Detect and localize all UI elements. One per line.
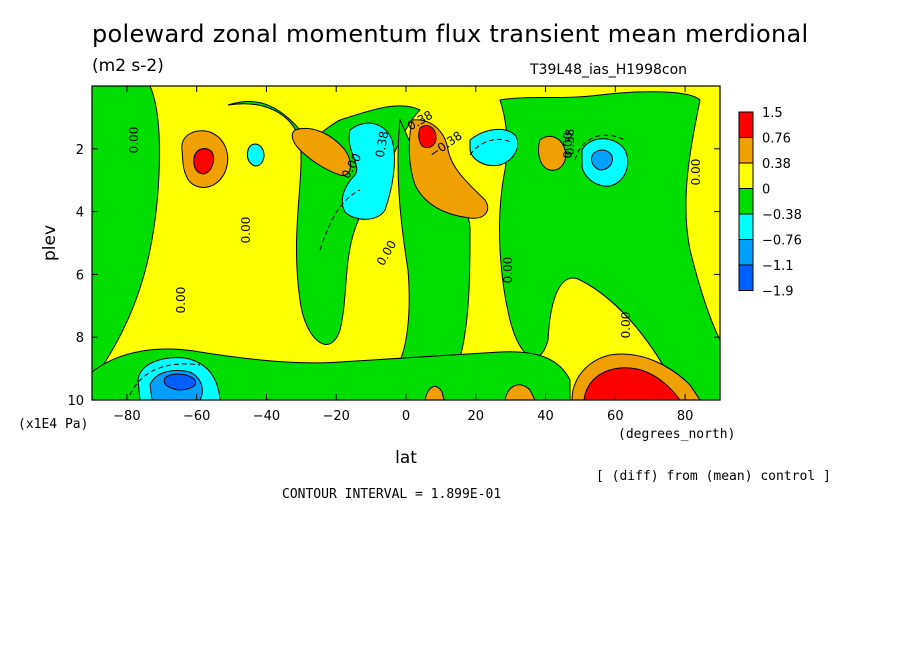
contour-label: 0.00 [561, 132, 575, 159]
colorbar-label: 0.76 [762, 132, 791, 147]
colorbar-swatch [738, 188, 754, 215]
colorbar-swatch [738, 213, 754, 240]
strong-positive-surface-north [583, 367, 681, 400]
y-tick-label: 6 [76, 268, 84, 283]
x-tick-label: 60 [607, 409, 624, 424]
y-axis: 2 4 6 8 10 plev (x1E4 Pa) [18, 143, 720, 432]
y-tick-label: 8 [76, 331, 84, 346]
positive-cell-40N [537, 135, 567, 171]
contour-label: 0.00 [127, 127, 141, 154]
strong-negative-55N [591, 149, 613, 171]
x-tick-label: −40 [253, 409, 280, 424]
negative-contour-lines [129, 134, 626, 396]
x-tick-label: 80 [677, 409, 694, 424]
negative-cell-10S [341, 122, 395, 220]
negative-cell-25N [469, 128, 519, 167]
colorbar-swatch [738, 111, 754, 138]
chart-units: (m2 s-2) [92, 56, 164, 76]
y-axis-label: plev [40, 225, 60, 261]
contour-label: 0.00 [689, 159, 703, 186]
colorbar-label: 0 [762, 183, 770, 198]
y-tick-label: 4 [76, 206, 84, 221]
positive-blob-surface-30N [504, 384, 536, 400]
strong-positive-5N [418, 125, 437, 149]
y-tick-label: 10 [67, 394, 84, 409]
contour-field [92, 86, 720, 400]
y-axis-units: (x1E4 Pa) [18, 417, 88, 432]
positive-blob-surface-5N [424, 385, 445, 400]
colorbar-label: −1.9 [762, 285, 794, 300]
x-tick-label: 40 [537, 409, 554, 424]
y-tick-label: 2 [76, 143, 84, 158]
contour-label: 0.00 [174, 287, 188, 314]
colorbar-swatch [738, 137, 754, 164]
contour-label: 0.00 [239, 217, 253, 244]
x-tick-label: 20 [468, 409, 485, 424]
contour-label: 0.38 [563, 129, 577, 156]
colorbar-label: −1.1 [762, 259, 794, 274]
strong-positive-60S [193, 148, 215, 175]
x-axis-units: (degrees_north) [618, 427, 735, 442]
colorbar-label: −0.76 [762, 234, 802, 249]
experiment-label: T39L48_ias_H1998con [530, 62, 688, 78]
colorbar-label: 0.38 [762, 157, 791, 172]
x-axis: −80 −60 −40 −20 0 20 40 60 80 lat (degrees_north) [113, 86, 735, 468]
x-tick-label: −20 [323, 409, 350, 424]
colorbar-label: −0.38 [762, 208, 802, 223]
x-tick-label: 0 [402, 409, 410, 424]
colorbar-label: 1.5 [762, 106, 783, 121]
colorbar-swatch [738, 239, 754, 266]
colorbar-swatch [738, 264, 754, 291]
positive-cell-25S [291, 127, 351, 176]
colorbar: 1.5 0.76 0.38 0 −0.38 −0.76 −1.1 −1.9 [738, 106, 802, 300]
chart-title: poleward zonal momentum flux transient m… [92, 20, 809, 48]
contour-label: 0.38 [373, 130, 391, 159]
diff-note: [ (diff) from (mean) control ] [596, 469, 831, 484]
negative-band-south [92, 86, 160, 373]
contour-interval: CONTOUR INTERVAL = 1.899E-01 [282, 487, 502, 502]
strongest-negative-surface-south [163, 373, 197, 391]
colorbar-swatch [738, 162, 754, 189]
x-tick-label: −80 [113, 409, 140, 424]
contour-label: 0.00 [619, 312, 633, 339]
x-axis-label: lat [395, 448, 417, 468]
contour-label: 0.00 [501, 257, 515, 284]
negative-cell-40S [246, 143, 265, 167]
x-tick-label: −60 [183, 409, 210, 424]
